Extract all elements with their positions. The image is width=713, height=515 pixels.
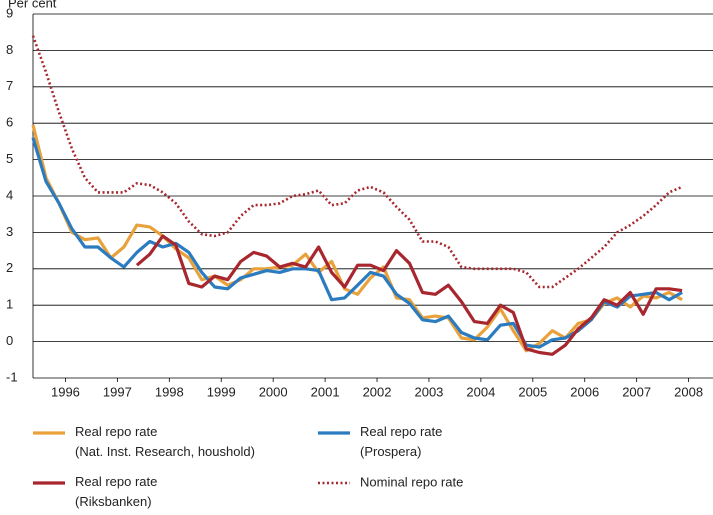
x-tick-label: 1997 (103, 384, 132, 399)
y-tick-label: 4 (6, 187, 13, 202)
x-tick-label: 1998 (155, 384, 184, 399)
legend-label: Real repo rate (Riksbanken) (75, 474, 157, 509)
series-line (135, 234, 683, 356)
legend-label: Real repo rate (Nat. Inst. Research, hous… (75, 424, 255, 459)
series-line (31, 137, 683, 349)
legend-label: Nominal repo rate (360, 474, 463, 489)
y-tick-label: 3 (6, 224, 13, 239)
y-tick-label: 8 (6, 42, 13, 57)
y-tick-label: 7 (6, 78, 13, 93)
x-tick-label: 2002 (363, 384, 392, 399)
x-tick-label: 2008 (674, 384, 703, 399)
y-tick-label: 9 (6, 5, 13, 20)
series-line (31, 124, 683, 353)
x-tick-label: 2006 (570, 384, 599, 399)
x-tick-label: 1996 (51, 384, 80, 399)
x-tick-label: 2007 (622, 384, 651, 399)
legend-label: Real repo rate (Prospera) (360, 424, 442, 459)
x-tick-label: 2005 (518, 384, 547, 399)
y-tick-label: 5 (6, 151, 13, 166)
y-tick-label: 2 (6, 260, 13, 275)
y-tick-label: 0 (6, 333, 13, 348)
series-line (31, 35, 683, 289)
y-axis-label: Per cent (8, 0, 57, 10)
x-tick-label: 2003 (414, 384, 443, 399)
x-tick-label: 1999 (207, 384, 236, 399)
y-tick-label: -1 (6, 369, 18, 384)
x-tick-label: 2000 (259, 384, 288, 399)
x-tick-label: 2004 (466, 384, 495, 399)
x-tick-label: 2001 (311, 384, 340, 399)
y-tick-label: 1 (6, 297, 13, 312)
y-tick-label: 6 (6, 115, 13, 130)
